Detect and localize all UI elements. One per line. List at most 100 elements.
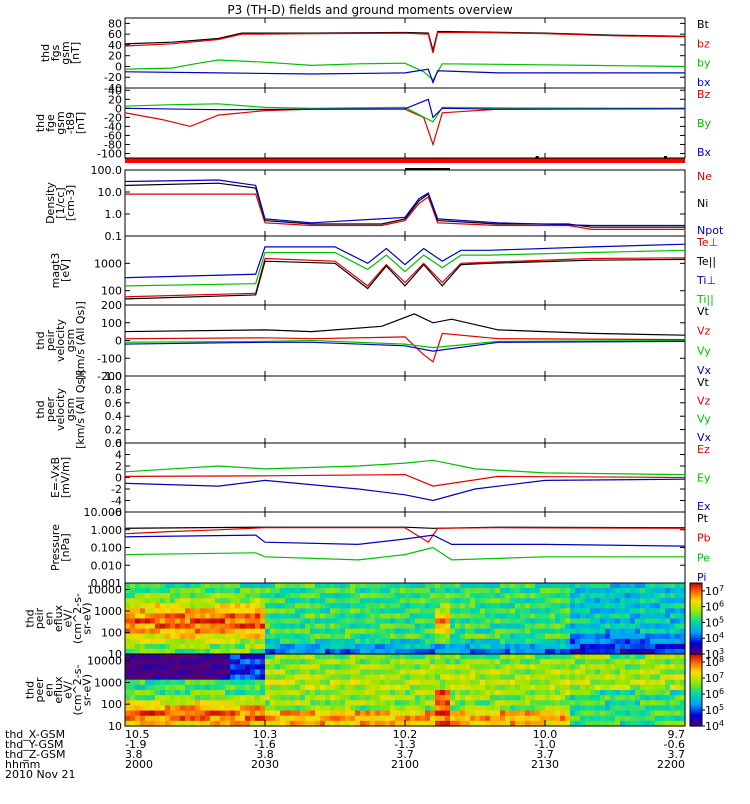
spectrogram-cell <box>140 684 146 691</box>
spectrogram-cell <box>420 613 426 620</box>
spectrogram-cell <box>370 628 376 635</box>
spectrogram-cell <box>565 700 571 707</box>
colorbar-segment <box>690 666 702 669</box>
spectrogram-cell <box>450 648 456 655</box>
spectrogram-cell <box>330 638 336 645</box>
spectrogram-cell <box>375 628 381 635</box>
spectrogram-cell <box>530 669 536 676</box>
spectrogram-cell <box>350 669 356 676</box>
colorbar-tick-label: 106 <box>705 600 724 614</box>
spectrogram-cell <box>315 654 321 660</box>
colorbar-segment <box>690 715 702 718</box>
spectrogram-cell <box>430 664 436 671</box>
spectrogram-cell <box>375 664 381 671</box>
spectrogram-cell <box>340 633 346 640</box>
spectrogram-cell <box>395 679 401 686</box>
spectrogram-cell <box>530 618 536 625</box>
spectrogram-cell <box>610 700 616 707</box>
spectrogram-cell <box>630 618 636 625</box>
spectrogram-cell <box>245 679 251 686</box>
spectrogram-cell <box>285 648 291 655</box>
spectrogram-cell <box>255 684 261 691</box>
spectrogram-cell <box>675 623 681 630</box>
spectrogram-cell <box>340 628 346 635</box>
spectrogram-cell <box>445 628 451 635</box>
spectrogram-cell <box>545 659 551 665</box>
spectrogram-cell <box>510 613 516 620</box>
spectrogram-cell <box>495 583 501 589</box>
spectrogram-cell <box>550 608 556 615</box>
spectrogram-cell <box>600 684 606 691</box>
spectrogram-cell <box>550 643 556 650</box>
spectrogram-cell <box>525 628 531 635</box>
spectrogram-cell <box>455 603 461 609</box>
spectrogram-cell <box>180 679 186 686</box>
spectrogram-cell <box>450 598 456 604</box>
spectrogram-cell <box>200 705 206 712</box>
spectrogram-cell <box>390 613 396 620</box>
spectrogram-cell <box>670 593 676 599</box>
spectrogram-cell <box>270 618 276 625</box>
spectrogram-cell <box>155 669 161 676</box>
spectrogram-cell <box>670 643 676 650</box>
spectrogram-cell <box>620 669 626 676</box>
spectrogram-cell <box>195 643 201 650</box>
spectrogram-cell <box>680 720 686 727</box>
spectrogram-cell <box>325 648 331 655</box>
spectrogram-cell <box>185 705 191 712</box>
spectrogram-cell <box>665 674 671 681</box>
spectrogram-cell <box>425 720 431 727</box>
spectrogram-cell <box>130 613 136 620</box>
spectrogram-cell <box>505 674 511 681</box>
spectrogram-cell <box>625 623 631 630</box>
spectrogram-cell <box>555 593 561 599</box>
spectrogram-cell <box>195 633 201 640</box>
spectrogram-cell <box>525 618 531 625</box>
spectrogram-cell <box>395 684 401 691</box>
colorbar-tick-label: 106 <box>705 687 724 701</box>
spectrogram-cell <box>600 633 606 640</box>
spectrogram-cell <box>515 593 521 599</box>
spectrogram-cell <box>610 613 616 620</box>
spectrogram-cell <box>515 608 521 615</box>
spectrogram-cell <box>600 710 606 717</box>
spectrogram-cell <box>245 710 251 717</box>
spectrogram-cell <box>625 654 631 660</box>
spectrogram-cell <box>200 664 206 671</box>
spectrogram-cell <box>125 705 131 712</box>
spectrogram-cell <box>655 608 661 615</box>
spectrogram-cell <box>655 695 661 701</box>
spectrogram-cell <box>210 705 216 712</box>
spectrogram-cell <box>185 588 191 594</box>
spectrogram-cell <box>205 669 211 676</box>
spectrogram-cell <box>230 684 236 691</box>
spectrogram-cell <box>265 654 271 660</box>
spectrogram-cell <box>480 679 486 686</box>
colorbar-segment <box>690 598 702 602</box>
spectrogram-cell <box>550 684 556 691</box>
spectrogram-cell <box>550 633 556 640</box>
spectrogram-cell <box>400 669 406 676</box>
spectrogram-cell <box>570 623 576 630</box>
spectrogram-cell <box>570 669 576 676</box>
spectrogram-cell <box>145 603 151 609</box>
spectrogram-cell <box>435 664 441 671</box>
panel-ylabel: Pressure <box>49 524 62 571</box>
spectrogram-cell <box>400 583 406 589</box>
spectrogram-cell <box>580 700 586 707</box>
spectrogram-cell <box>360 593 366 599</box>
spectrogram-cell <box>320 659 326 665</box>
y-tick-label: 10 <box>108 648 122 661</box>
spectrogram-cell <box>565 593 571 599</box>
spectrogram-cell <box>335 588 341 594</box>
spectrogram-cell <box>650 643 656 650</box>
spectrogram-cell <box>280 648 286 655</box>
series-efield-0 <box>125 473 685 487</box>
spectrogram-cell <box>560 710 566 717</box>
spectrogram-cell <box>620 638 626 645</box>
spectrogram-cell <box>415 583 421 589</box>
spectrogram-cell <box>210 598 216 604</box>
spectrogram-cell <box>395 664 401 671</box>
y-tick-label: 1000 <box>94 257 122 270</box>
spectrogram-cell <box>400 674 406 681</box>
